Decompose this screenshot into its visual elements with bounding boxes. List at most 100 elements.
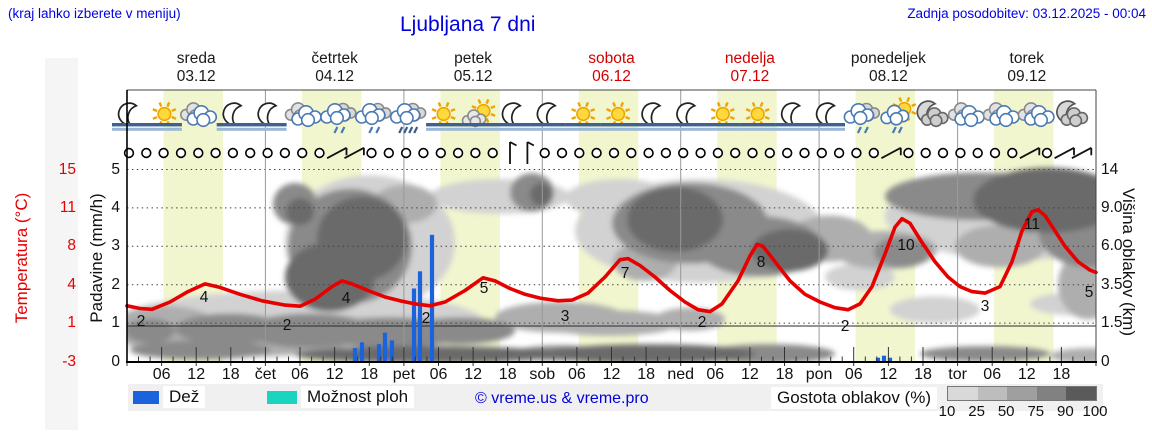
cloud-axis-tick: 9.0 xyxy=(1101,198,1123,216)
weather-moon-fog-icon xyxy=(251,102,287,131)
weather-moon-fog-icon xyxy=(635,102,671,131)
weather-sun-fog-icon xyxy=(705,101,741,131)
temp-axis-tick: -3 xyxy=(62,352,76,370)
cloud-density-legend-title: Gostota oblakov (%) xyxy=(770,387,937,409)
cloudcover-circle-icon xyxy=(851,147,862,159)
day-abbrev-label: tor xyxy=(948,366,967,383)
cloudcover-circle-icon xyxy=(366,147,377,159)
cloudcover-circle-icon xyxy=(1007,147,1018,159)
copyright-link[interactable]: © vreme.us & vreme.pro xyxy=(475,390,649,407)
location-hint: (kraj lahko izberete v meniju) xyxy=(8,6,181,21)
cloudcover-circle-icon xyxy=(799,147,810,159)
cloudcover-circle-icon xyxy=(764,147,775,159)
time-label: 06 xyxy=(706,366,725,383)
weather-cloudy-icon xyxy=(1017,102,1055,128)
day-abbrev-label: čet xyxy=(254,366,277,383)
time-label: 12 xyxy=(1017,366,1036,383)
weather-moon-fog-icon xyxy=(530,102,566,131)
cloudcover-circle-icon xyxy=(470,147,481,159)
day-name: ponedeljek xyxy=(850,50,926,67)
cloudcover-circle-icon xyxy=(989,147,1001,159)
cloud-scale-segment xyxy=(977,387,1008,400)
day-date: 05.12 xyxy=(453,68,493,85)
day-date: 09.12 xyxy=(1007,68,1047,85)
page-title: Ljubljana 7 dni xyxy=(400,13,536,36)
cloudcover-circle-icon xyxy=(868,147,879,159)
cloudcover-circle-icon xyxy=(418,147,429,159)
cloudcover-circle-icon xyxy=(1041,147,1053,159)
day-header-torek: torek 09.12 xyxy=(1007,50,1046,86)
cloudcover-circle-icon xyxy=(539,147,550,159)
cloud-density-scale xyxy=(947,386,1097,401)
weather-rain-icon xyxy=(320,102,357,134)
rain-swatch xyxy=(133,391,159,404)
time-label: 18 xyxy=(637,366,655,383)
cloudcover-circle-icon xyxy=(660,147,672,159)
cloudcover-circle-icon xyxy=(781,147,793,159)
day-name: sobota xyxy=(588,50,635,67)
cloudcover-circle-icon xyxy=(903,147,914,159)
day-abbrev-label: pon xyxy=(805,366,833,383)
cloud-axis-tick: 0 xyxy=(1101,352,1110,370)
day-header-nedelja: nedelja 07.12 xyxy=(725,50,775,86)
weather-cloudy-icon xyxy=(284,102,322,128)
svg-text:3: 3 xyxy=(981,298,990,315)
day-name: torek xyxy=(1009,50,1045,67)
cloudcover-symbol-row xyxy=(123,141,1093,164)
time-label: 12 xyxy=(187,366,206,383)
cloudcover-circle-icon xyxy=(383,147,394,159)
temp-axis-tick: 11 xyxy=(59,198,76,216)
cloudcover-circle-icon xyxy=(487,147,498,159)
temp-axis-tick: 1 xyxy=(67,314,76,332)
cloudcover-circle-icon xyxy=(123,147,135,159)
cloud-axis-tick: 1.5 xyxy=(1101,314,1123,332)
svg-text:10: 10 xyxy=(897,237,915,254)
cloud-scale-segment xyxy=(948,387,978,400)
weather-cloudy-icon xyxy=(982,102,1020,128)
cloudcover-circle-icon xyxy=(227,147,239,159)
weather-moon-fog-icon xyxy=(775,102,811,131)
precip-axis-tick: 1 xyxy=(111,314,120,332)
showers-swatch xyxy=(267,391,297,404)
day-name: petek xyxy=(454,50,493,67)
cloudcover-circle-icon xyxy=(608,147,620,159)
cloud-scale-segment xyxy=(1036,387,1067,400)
time-label: 18 xyxy=(360,366,379,383)
cloud-scale-label: 90 xyxy=(1057,403,1074,420)
cloud-axis-tick: 6.0 xyxy=(1101,237,1123,255)
temp-axis-tick: 4 xyxy=(67,275,76,293)
weather-sun-fog-icon xyxy=(146,101,182,131)
precip-axis-tick: 2 xyxy=(111,275,120,293)
cloudcover-circle-icon xyxy=(816,147,827,159)
time-label: 18 xyxy=(221,366,240,383)
time-label: 06 xyxy=(567,366,586,383)
cloudcover-circle-icon xyxy=(210,147,221,159)
wind-barb-icon xyxy=(1054,147,1075,159)
cloudcover-circle-icon xyxy=(747,147,758,159)
weather-cloudy-icon xyxy=(947,102,985,128)
rain-legend-label: Dež xyxy=(163,386,206,408)
weather-rain-icon xyxy=(354,102,392,134)
day-abbrev-label: sob xyxy=(529,366,556,383)
day-name: nedelja xyxy=(724,50,775,67)
weather-moon-fog-icon xyxy=(495,102,531,131)
day-header-četrtek: četrtek 04.12 xyxy=(311,50,358,86)
day-name: sreda xyxy=(176,50,216,67)
cloudcover-circle-icon xyxy=(937,147,949,159)
day-header-ponedeljek: ponedeljek 08.12 xyxy=(851,50,926,86)
svg-text:7: 7 xyxy=(621,265,630,282)
day-header-sreda: sreda 03.12 xyxy=(177,50,216,86)
time-label: 12 xyxy=(325,366,344,383)
cloudcover-circle-icon xyxy=(643,147,654,159)
cloudcover-circle-icon xyxy=(677,147,689,159)
time-label: 18 xyxy=(775,366,794,383)
wind-barb-icon xyxy=(526,141,535,164)
cloudcover-circle-icon xyxy=(833,147,845,159)
cloud-scale-segment xyxy=(1007,387,1037,400)
day-date: 04.12 xyxy=(315,68,354,85)
cloudcover-circle-icon xyxy=(972,147,983,159)
svg-text:2: 2 xyxy=(283,317,292,334)
svg-text:4: 4 xyxy=(342,290,351,307)
cloudcover-circle-icon xyxy=(920,147,931,159)
